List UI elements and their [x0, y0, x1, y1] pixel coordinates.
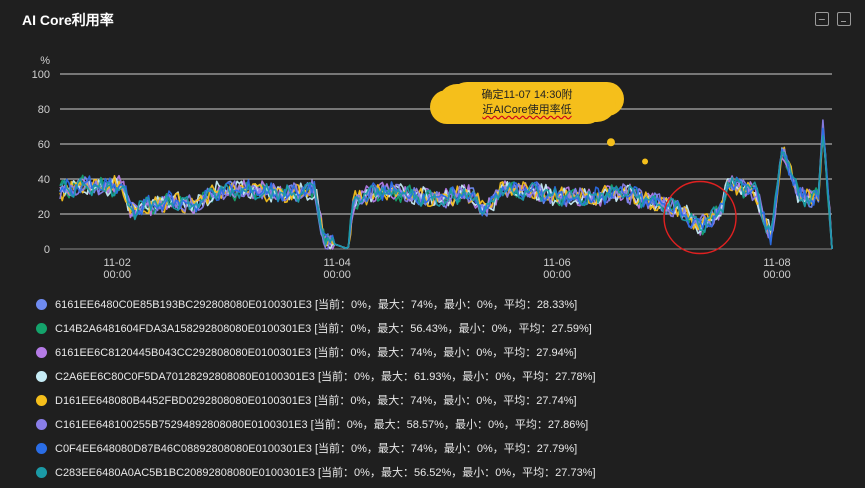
legend-marker — [36, 442, 47, 454]
legend-label: C161EE648100255B75294892808080E0100301E3… — [55, 419, 589, 431]
x-tick-label-date: 11-04 — [323, 257, 350, 269]
legend-marker — [36, 346, 47, 358]
x-tick-label-time: 00:00 — [323, 269, 351, 281]
series-line-8 — [59, 135, 833, 250]
legend-item[interactable]: C14B2A6481604FDA3A158292808080E0100301E3… — [36, 316, 596, 340]
legend-label: C14B2A6481604FDA3A158292808080E0100301E3… — [55, 323, 592, 335]
panel-title: AI Core利用率 — [22, 12, 114, 28]
x-tick-label-date: 11-06 — [543, 257, 570, 269]
legend-item[interactable]: C2A6EE6C80C0F5DA70128292808080E0100301E3… — [36, 364, 596, 388]
legend-item[interactable]: C283EE6480A0AC5B1BC20892808080E0100301E3… — [36, 460, 596, 484]
y-tick-label: 100 — [32, 69, 50, 81]
y-tick-label: 60 — [38, 139, 50, 151]
annotation-line2: 近AICore使用率低 — [482, 104, 572, 116]
legend-item[interactable]: 6161EE6480C0E85B193BC292808080E0100301E3… — [36, 292, 596, 316]
legend-marker — [36, 394, 47, 406]
y-tick-label: 40 — [38, 174, 50, 186]
legend-label: 6161EE6480C0E85B193BC292808080E0100301E3… — [55, 299, 578, 311]
panel-toolbar — [815, 12, 851, 26]
legend-marker — [36, 322, 47, 334]
legend-item[interactable]: D161EE648080B4452FBD0292808080E0100301E3… — [36, 388, 596, 412]
file-icon[interactable] — [837, 12, 851, 26]
legend-label: C283EE6480A0AC5B1BC20892808080E0100301E3… — [55, 467, 596, 479]
scatter-point — [642, 158, 649, 165]
legend-item[interactable]: C0F4EE648080D87B46C08892808080E0100301E3… — [36, 436, 596, 460]
y-tick-label: 0 — [44, 244, 50, 256]
x-tick-label-time: 00:00 — [763, 269, 791, 281]
image-icon[interactable] — [815, 12, 829, 26]
legend-label: D161EE648080B4452FBD0292808080E0100301E3… — [55, 395, 577, 407]
legend-label: C2A6EE6C80C0F5DA70128292808080E0100301E3… — [55, 371, 596, 383]
x-tick-label-date: 11-08 — [763, 257, 790, 269]
legend-label: 6161EE6C8120445B043CC292808080E0100301E3… — [55, 347, 577, 359]
annotation-callout: 确定11-07 14:30附 近AICore使用率低 — [438, 84, 616, 122]
legend-marker — [36, 466, 47, 478]
legend-item[interactable]: 6161EE6C8120445B043CC292808080E0100301E3… — [36, 340, 596, 364]
annotation-line1: 确定11-07 14:30附 — [481, 89, 573, 101]
x-tick-label-time: 00:00 — [103, 269, 131, 281]
y-tick-label: 20 — [38, 209, 50, 221]
ai-core-utilization-chart: %02040608010011-0200:0011-0400:0011-0600… — [32, 55, 833, 281]
highlight-circle — [663, 180, 737, 255]
legend-label: C0F4EE648080D87B46C08892808080E0100301E3… — [55, 443, 578, 455]
chart-legend: 6161EE6480C0E85B193BC292808080E0100301E3… — [36, 292, 596, 484]
series-line-6 — [59, 119, 833, 250]
legend-marker — [36, 298, 47, 310]
scatter-point — [606, 138, 615, 147]
y-tick-label: 80 — [38, 104, 50, 116]
legend-item[interactable]: C161EE648100255B75294892808080E0100301E3… — [36, 412, 596, 436]
x-tick-label-time: 00:00 — [543, 269, 571, 281]
x-tick-label-date: 11-02 — [104, 257, 131, 269]
legend-marker — [36, 370, 47, 382]
y-axis-label: % — [40, 55, 50, 67]
legend-marker — [36, 418, 47, 430]
